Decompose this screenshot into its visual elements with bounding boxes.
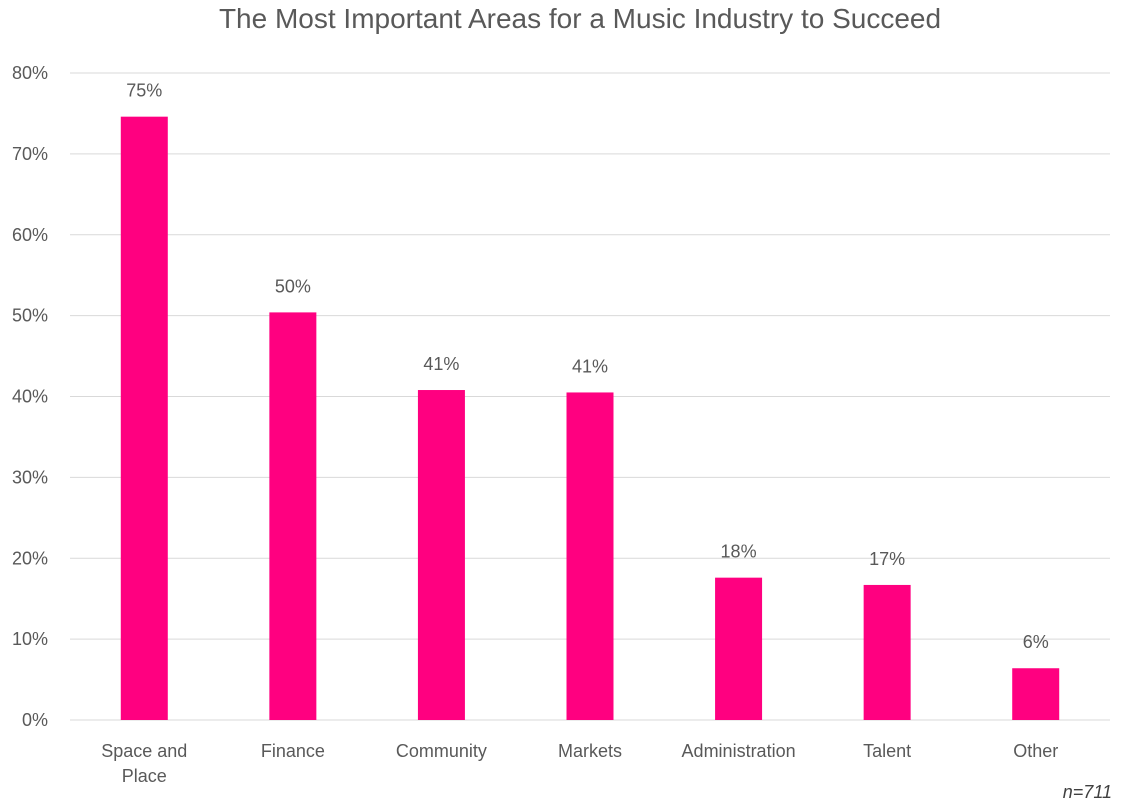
y-tick-label: 50% — [12, 306, 48, 326]
chart-title: The Most Important Areas for a Music Ind… — [219, 3, 941, 34]
bar — [269, 312, 317, 720]
category-label: Other — [1013, 741, 1058, 761]
y-tick-label: 40% — [12, 387, 48, 407]
data-label: 6% — [1023, 632, 1049, 652]
y-tick-label: 70% — [12, 144, 48, 164]
sample-size-note: n=711 — [1063, 782, 1112, 802]
bar — [863, 584, 911, 720]
y-tick-label: 60% — [12, 225, 48, 245]
y-tick-label: 0% — [22, 710, 48, 730]
data-label: 41% — [572, 356, 608, 376]
category-labels: Space and Place Finance Community Markets Adm… — [101, 741, 1058, 786]
data-label: 17% — [869, 549, 905, 569]
category-label: Talent — [863, 741, 911, 761]
y-axis-ticks: 0% 10% 20% 30% 40% 50% 60% 70% 80% — [12, 63, 48, 730]
bars — [120, 116, 1060, 721]
data-label: 75% — [126, 81, 162, 101]
data-label: 50% — [275, 276, 311, 296]
bar — [120, 116, 168, 721]
bar — [417, 390, 465, 720]
bar — [566, 392, 614, 720]
y-tick-label: 20% — [12, 548, 48, 568]
bar — [715, 577, 763, 720]
data-labels: 75% 50% 41% 41% 18% 17% 6% — [126, 81, 1048, 653]
y-tick-label: 10% — [12, 629, 48, 649]
category-label: Markets — [558, 741, 622, 761]
data-label: 41% — [423, 354, 459, 374]
category-label: Community — [396, 741, 487, 761]
y-tick-label: 30% — [12, 467, 48, 487]
bar — [1012, 668, 1060, 720]
category-label: Space and Place — [101, 741, 187, 786]
category-label: Administration — [682, 741, 796, 761]
y-tick-label: 80% — [12, 63, 48, 83]
category-label: Finance — [261, 741, 325, 761]
data-label: 18% — [721, 542, 757, 562]
